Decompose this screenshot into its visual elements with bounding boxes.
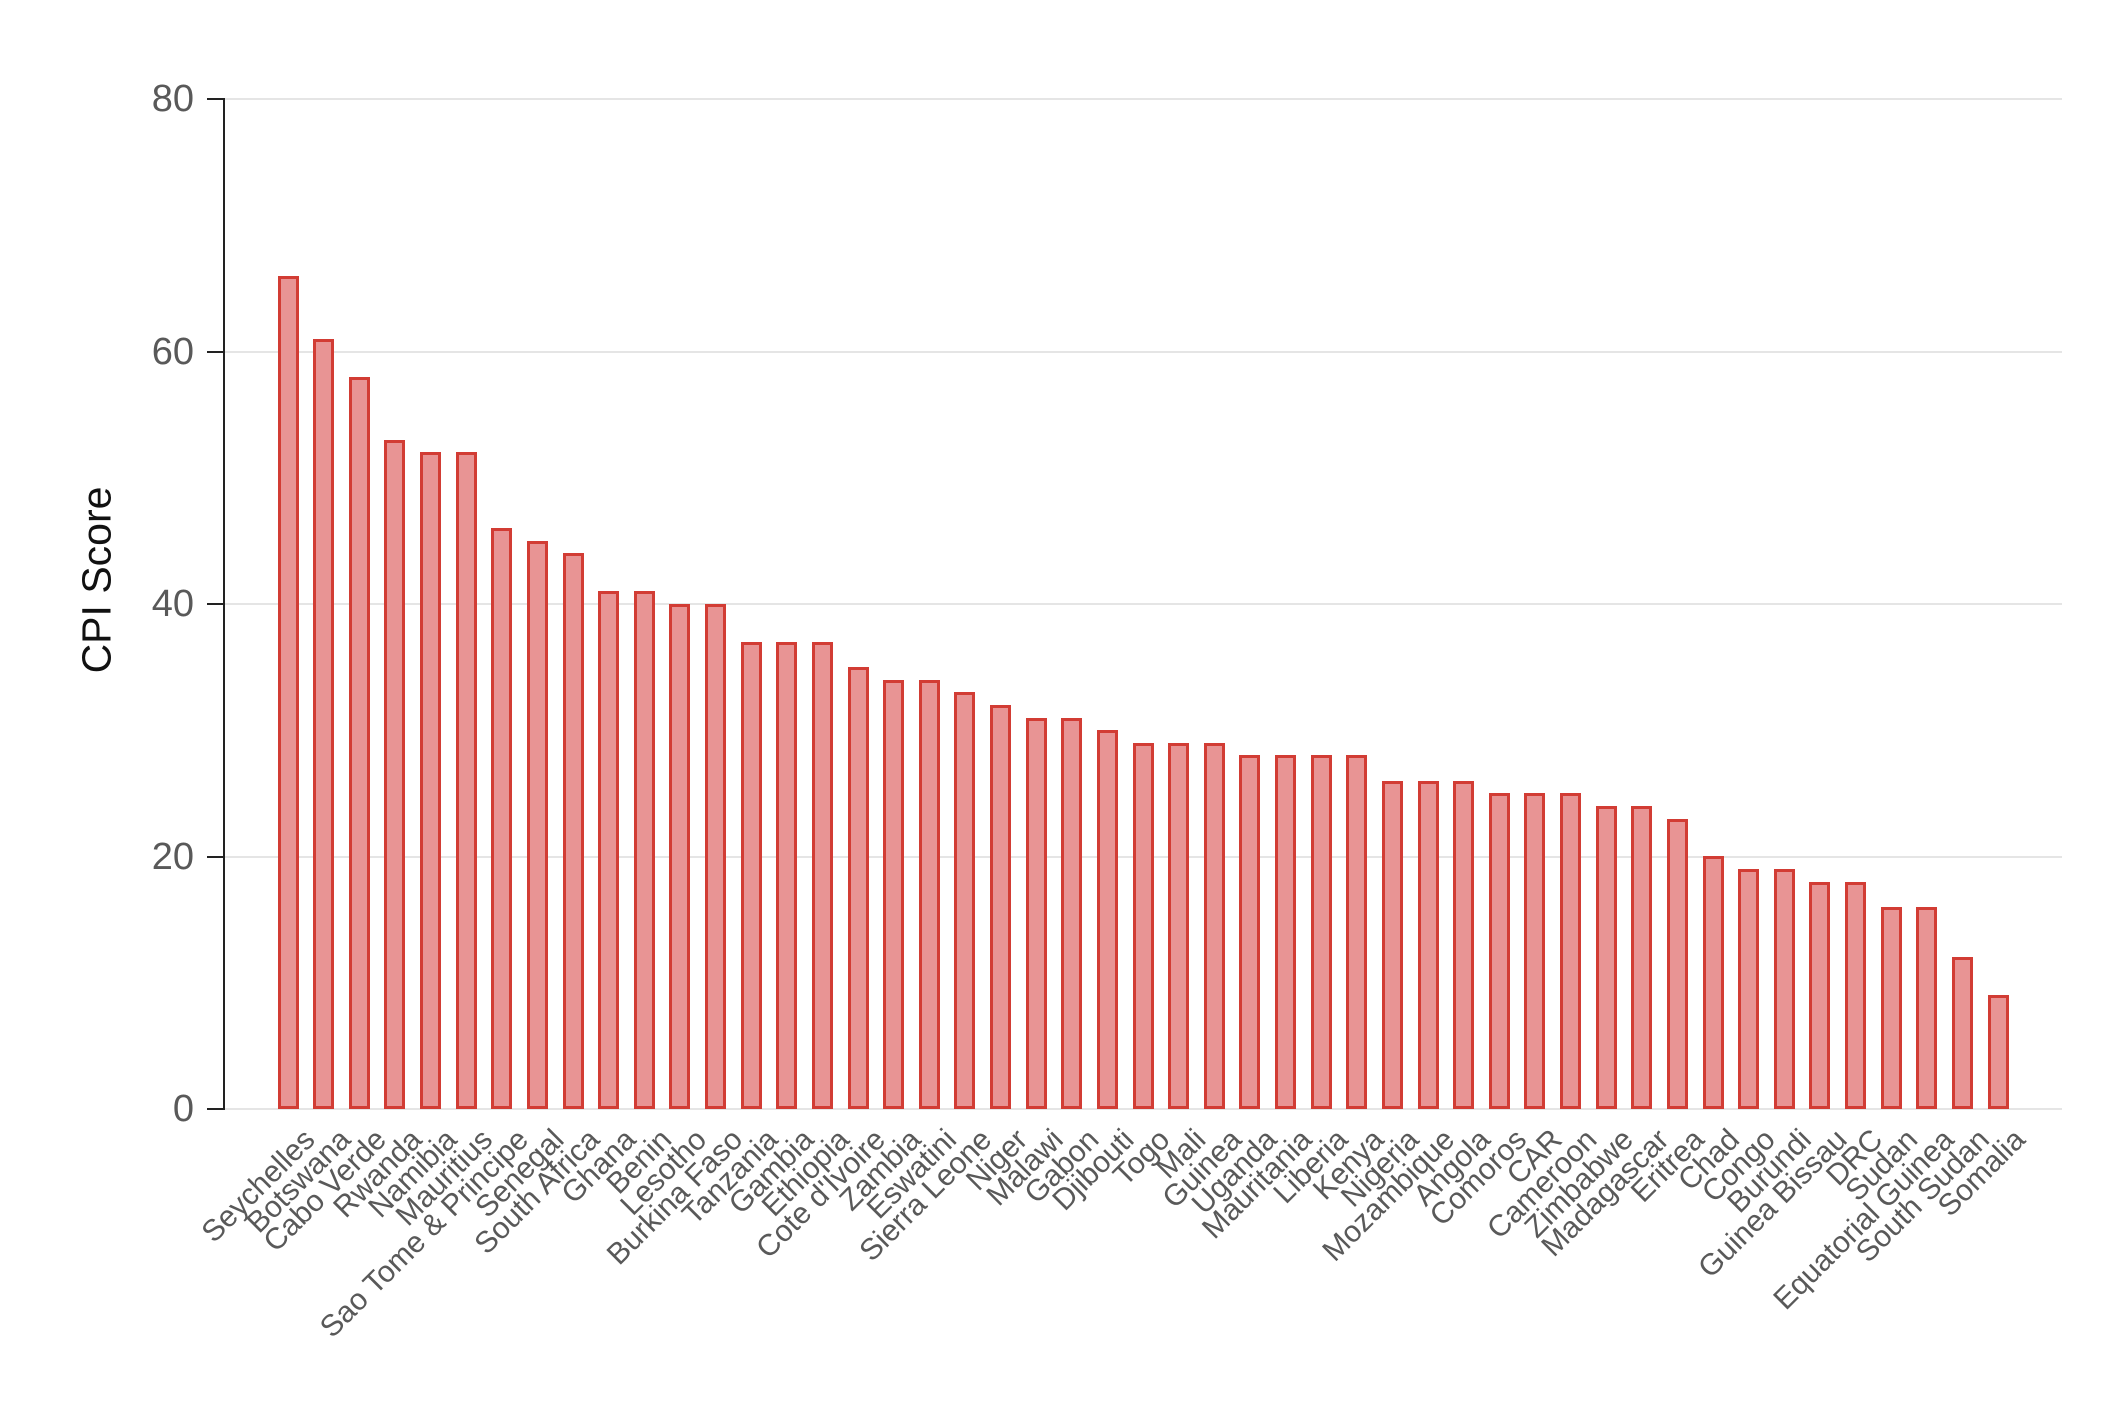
bar-mozambique [1417,781,1439,1109]
bar-comoros [1488,793,1510,1109]
bar-namibia [420,452,441,1109]
bar-niger [990,705,1011,1109]
bar-lesotho [669,604,691,1109]
gridline-80 [225,98,2062,100]
gridline-0 [225,1108,2062,1110]
bar-gabon [1061,718,1083,1109]
y-tick-20 [207,855,225,858]
bar-eswatini [918,680,940,1109]
bar-mali [1168,743,1190,1109]
bar-mauritius [455,452,477,1109]
bar-congo [1738,869,1760,1109]
bar-benin [633,591,655,1109]
bar-togo [1132,743,1154,1109]
gridline-40 [225,603,2062,605]
bar-senegal [526,541,548,1109]
bar-nigeria [1381,781,1403,1109]
y-axis-line [223,99,225,1110]
bar-sao-tome-principe [491,528,513,1109]
bar-eritrea [1666,819,1688,1109]
bar-ghana [598,591,620,1109]
y-tick-label-40: 40 [151,583,194,625]
bar-guinea [1203,743,1225,1109]
y-tick-80 [207,98,225,100]
bar-malawi [1025,718,1047,1109]
bar-sudan [1880,907,1902,1109]
y-tick-label-60: 60 [151,330,194,373]
bar-cameroon [1560,793,1581,1109]
bar-liberia [1310,755,1332,1109]
bar-drc [1845,882,1866,1109]
bar-uganda [1239,755,1261,1109]
bar-seychelles [277,276,299,1109]
bar-zimbabwe [1595,806,1617,1109]
bar-sierra-leone [954,692,976,1109]
y-tick-label-80: 80 [151,78,194,120]
bar-mauritania [1275,755,1296,1109]
bar-somalia [1987,995,2009,1109]
y-tick-40 [207,603,225,605]
bar-south-africa [562,553,584,1109]
y-tick-label-20: 20 [151,835,194,878]
bar-equatorial-guinea [1916,907,1938,1109]
bar-rwanda [384,440,406,1109]
y-tick-0 [207,1108,225,1110]
bar-madagascar [1631,806,1653,1109]
bar-chad [1702,856,1724,1109]
bar-kenya [1346,755,1368,1109]
bar-cabo-verde [348,377,370,1109]
y-tick-label-0: 0 [172,1088,194,1130]
y-tick-60 [207,350,225,353]
bar-botswana [313,339,335,1109]
bar-djibouti [1096,730,1118,1109]
bar-tanzania [740,642,762,1109]
bar-zambia [883,680,905,1109]
bar-cote-d-ivoire [847,667,869,1109]
bar-burkina-faso [705,604,726,1109]
bar-burundi [1773,869,1795,1109]
bar-guinea-bissau [1809,882,1831,1109]
bar-angola [1453,781,1475,1109]
bar-south-sudan [1951,957,1973,1109]
bar-gambia [776,642,798,1109]
gridline-60 [225,350,2062,353]
bar-ethiopia [811,642,833,1109]
bar-car [1524,793,1546,1109]
